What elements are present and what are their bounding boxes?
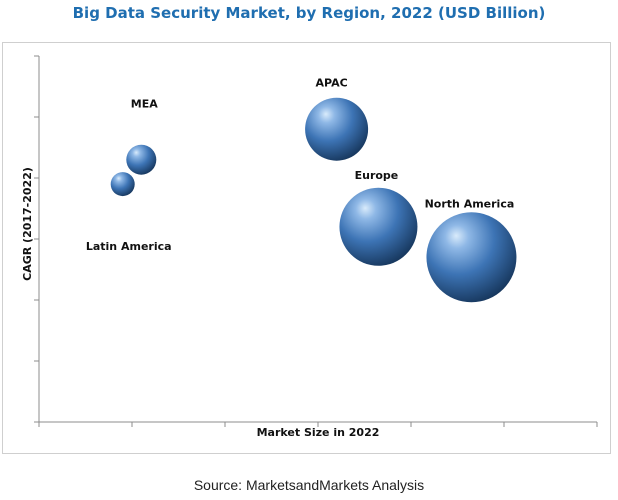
bubble-latin-america: [110, 172, 135, 197]
source-note: Source: MarketsandMarkets Analysis: [193, 477, 425, 493]
bubble-mea: [126, 144, 157, 175]
bubble-labels-group: MEA Latin America APAC Europe North America: [86, 77, 514, 253]
label-north-america: North America: [425, 197, 515, 210]
bubble-north-america: [426, 212, 517, 303]
bubbles-group: [110, 97, 517, 303]
x-axis-title: Market Size in 2022: [257, 426, 380, 439]
y-axis-title: CAGR (2017-2022): [21, 167, 34, 281]
label-apac: APAC: [316, 77, 348, 90]
chart-title: Big Data Security Market, by Region, 202…: [72, 4, 546, 22]
chart-frame: [2, 42, 611, 454]
bubble-europe: [339, 187, 418, 266]
bubble-apac: [305, 97, 369, 161]
label-europe: Europe: [355, 169, 399, 182]
axes: [34, 55, 598, 427]
label-latin-america: Latin America: [86, 240, 172, 253]
label-mea: MEA: [131, 98, 158, 111]
